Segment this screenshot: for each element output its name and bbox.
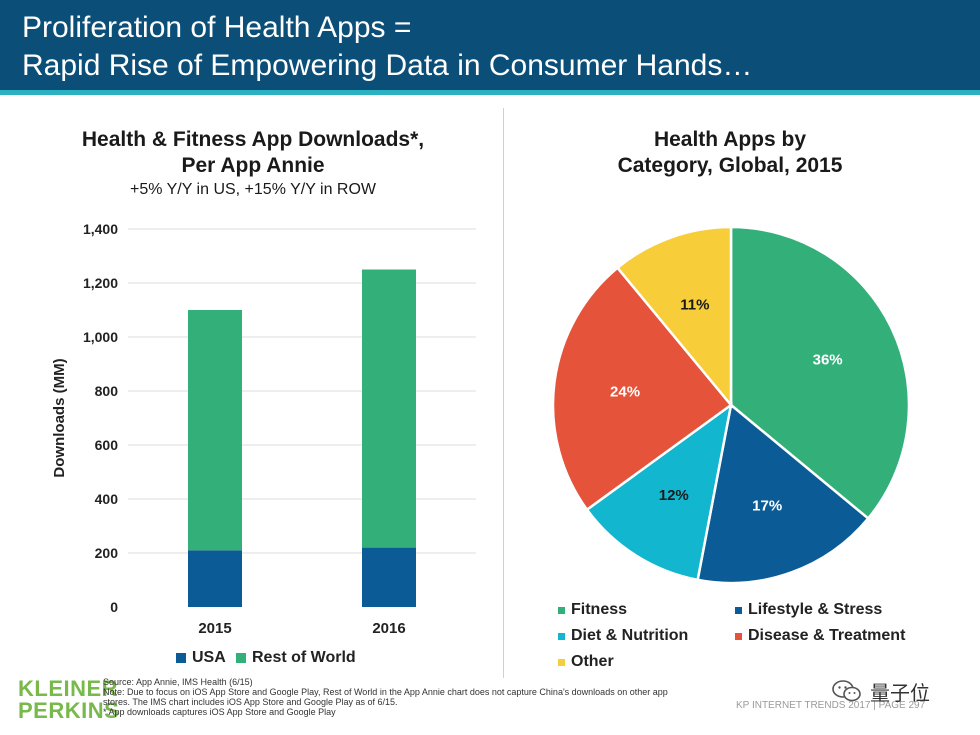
y-tick-label: 400	[95, 491, 119, 507]
legend-item: Other	[558, 652, 614, 672]
y-tick-label: 1,000	[83, 329, 118, 345]
pie-slice-label: 36%	[813, 352, 843, 369]
watermark: 量子位	[832, 678, 930, 705]
source-note: Source: App Annie, IMS Health (6/15) Not…	[103, 677, 723, 717]
legend-item: Fitness	[558, 600, 627, 620]
pie-slice-label: 12%	[659, 487, 689, 504]
y-tick-label: 1,400	[83, 221, 118, 237]
wechat-icon	[832, 680, 861, 702]
legend-swatch	[236, 653, 246, 663]
y-tick-label: 1,200	[83, 275, 118, 291]
legend-label: Other	[571, 653, 614, 670]
bar-chart-title-line1: Health & Fitness App Downloads*,	[81, 128, 425, 151]
pie-chart-title-line1: Health Apps by	[653, 128, 807, 151]
legend-label: Fitness	[571, 601, 628, 618]
pie-slice-disease-treatment	[551, 266, 733, 512]
legend-swatch	[558, 606, 565, 614]
y-tick-label: 600	[95, 437, 119, 453]
header-accent-rule	[0, 90, 980, 95]
slide-header: Proliferation of Health Apps = Rapid Ris…	[0, 0, 980, 90]
panel-divider	[503, 108, 504, 678]
legend-label: Rest of World	[252, 649, 356, 666]
bar-usa-2015	[188, 550, 242, 607]
legend-swatch	[735, 606, 742, 614]
legend-item: Rest of World	[236, 648, 356, 668]
legend-swatch	[735, 632, 742, 640]
y-tick-label: 200	[95, 545, 119, 561]
page-footer-text: KP INTERNET TRENDS 2017 | PAGE 297	[736, 700, 926, 711]
bar-rest-of-world-2015	[188, 310, 242, 551]
company-logo-line1: KLEINER	[18, 676, 119, 701]
watermark-text: 量子位	[870, 680, 930, 705]
x-tick-label: 2016	[372, 620, 405, 637]
legend-item: Diet & Nutrition	[558, 626, 688, 646]
pie-slice-other	[615, 225, 733, 409]
pie-slice-label: 17%	[752, 497, 782, 514]
legend-item: Disease & Treatment	[735, 626, 905, 646]
legend-item: Lifestyle & Stress	[735, 600, 882, 620]
note-line: Note: Due to focus on iOS App Store and …	[103, 687, 668, 697]
pie-slice-fitness	[729, 225, 911, 521]
y-tick-label: 800	[95, 383, 119, 399]
legend-label: USA	[192, 649, 226, 666]
legend-label: Disease & Treatment	[748, 627, 906, 644]
bar-rest-of-world-2016	[362, 269, 416, 548]
pie-slice-lifestyle-stress	[696, 402, 870, 585]
y-axis-label: Downloads (MM)	[51, 358, 68, 477]
pie-slice-diet-nutrition	[585, 402, 733, 582]
pie-chart-title-line2: Category, Global, 2015	[617, 154, 843, 177]
bar-usa-2016	[362, 547, 416, 607]
y-tick-label: 0	[110, 599, 118, 615]
legend-swatch	[558, 632, 565, 640]
footnote-line: * App downloads captures iOS App Store a…	[103, 707, 336, 717]
slide-title-line1: Proliferation of Health Apps =	[22, 11, 412, 44]
legend-swatch	[176, 653, 186, 663]
source-line: Source: App Annie, IMS Health (6/15)	[103, 677, 253, 687]
pie-slice-label: 24%	[610, 384, 640, 401]
legend-label: Diet & Nutrition	[571, 627, 689, 644]
legend-item: USA	[176, 648, 226, 668]
slide-title-line2: Rapid Rise of Empowering Data in Consume…	[22, 49, 753, 82]
company-logo-line2: PERKINS	[18, 698, 120, 723]
legend-label: Lifestyle & Stress	[748, 601, 883, 618]
x-tick-label: 2015	[198, 620, 231, 637]
legend-swatch	[558, 658, 565, 666]
bar-chart-subtitle: +5% Y/Y in US, +15% Y/Y in ROW	[129, 181, 377, 198]
note-line-continued: stores. The IMS chart includes iOS App S…	[103, 697, 398, 707]
bar-chart-title-line2: Per App Annie	[181, 154, 325, 177]
pie-slice-label: 11%	[680, 297, 709, 314]
